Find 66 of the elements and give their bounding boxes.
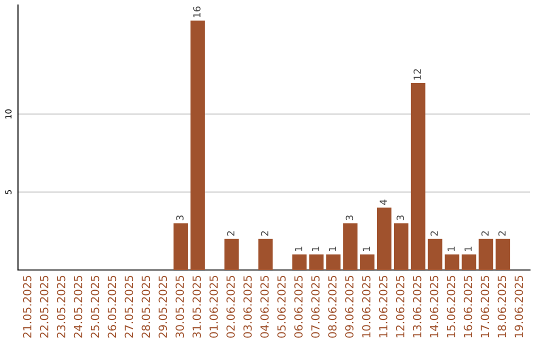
x-tick-label: 09.06.2025	[345, 276, 354, 338]
bar	[462, 254, 476, 270]
data-label: 16	[193, 6, 201, 18]
y-tick-label: 10	[5, 109, 12, 119]
bar	[343, 223, 358, 270]
data-label: 4	[380, 200, 387, 205]
bar	[410, 82, 426, 270]
x-tick-label: 26.05.2025	[108, 276, 116, 338]
bar	[258, 238, 273, 270]
bar	[326, 254, 341, 270]
x-tick-label: 08.06.2025	[328, 276, 337, 338]
bar	[309, 254, 324, 270]
data-label: 3	[346, 215, 354, 220]
x-tick-label: 21.05.2025	[22, 276, 32, 338]
x-tick-label: 11.06.2025	[379, 276, 388, 338]
x-tick-label: 25.05.2025	[90, 276, 100, 338]
x-tick-label: 13.06.2025	[412, 276, 422, 338]
data-label: 1	[328, 246, 336, 252]
data-label: 3	[176, 215, 184, 220]
data-label: 1	[295, 246, 302, 252]
bar	[190, 20, 205, 270]
x-tick-label: 19.06.2025	[514, 276, 524, 338]
x-tick-label: 16.06.2025	[464, 276, 472, 338]
bar	[174, 223, 188, 270]
x-tick-label: 23.05.2025	[56, 276, 66, 338]
bar	[292, 254, 307, 270]
data-label: 1	[464, 246, 472, 252]
bar	[224, 238, 239, 270]
x-tick-label: 22.05.2025	[40, 276, 48, 338]
x-tick-label: 04.06.2025	[260, 276, 269, 338]
x-tick-label: 28.05.2025	[142, 276, 150, 338]
x-tick-label: 15.06.2025	[446, 276, 456, 338]
x-tick-label: 12.06.2025	[396, 276, 404, 338]
data-label: 2	[227, 231, 234, 236]
data-label: 3	[396, 215, 404, 220]
x-tick-label: 18.06.2025	[498, 276, 506, 338]
bar	[428, 238, 442, 270]
bar	[394, 223, 408, 270]
data-label: 1	[312, 246, 320, 252]
data-label: 1	[448, 246, 455, 252]
x-tick-label: 03.06.2025	[243, 276, 252, 338]
data-label: 2	[498, 231, 506, 236]
x-tick-label: 14.06.2025	[430, 276, 438, 338]
data-label: 1	[362, 246, 370, 252]
x-tick-label: 06.06.2025	[294, 276, 303, 338]
x-tick-label: 02.06.2025	[226, 276, 235, 338]
data-label: 2	[430, 231, 438, 236]
y-tick-label: 5	[5, 190, 12, 194]
bar	[376, 208, 392, 270]
bar	[496, 238, 510, 270]
bar	[360, 254, 374, 270]
x-tick-label: 17.06.2025	[480, 276, 490, 338]
x-tick-label: 05.06.2025	[277, 276, 286, 338]
data-label: 12	[414, 69, 421, 80]
x-tick-label: 24.05.2025	[74, 276, 82, 338]
x-tick-label: 01.06.2025	[209, 276, 218, 338]
data-label: 2	[481, 231, 489, 236]
x-tick-label: 31.05.2025	[192, 276, 201, 338]
x-tick-label: 27.05.2025	[124, 276, 134, 338]
x-tick-label: 29.05.2025	[158, 276, 168, 338]
bar	[444, 254, 460, 270]
x-tick-label: 30.05.2025	[176, 276, 184, 338]
x-tick-label: 10.06.2025	[362, 276, 370, 338]
data-label: 2	[260, 231, 268, 236]
x-tick-label: 07.06.2025	[311, 276, 320, 338]
bar	[478, 238, 494, 270]
